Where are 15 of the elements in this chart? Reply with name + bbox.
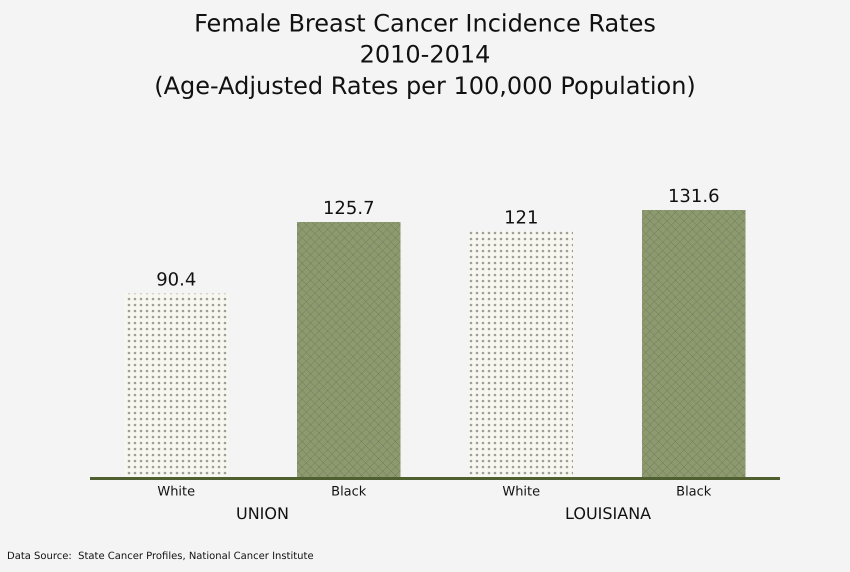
bar — [297, 222, 400, 477]
text: UNION — [236, 504, 289, 523]
x-tick-label: White — [157, 484, 196, 500]
data-label: 90.4 — [156, 270, 196, 291]
x-tick-label: Black — [331, 484, 367, 500]
data-label: 131.6 — [668, 186, 720, 208]
chart-subtitle: 2010-2014 (Age-Adjusted Rates per 100,000 Population) — [154, 40, 696, 100]
data-label: 125.7 — [322, 198, 375, 220]
source-note: Data Source: State Cancer Profiles, National Cancer Institute — [7, 551, 314, 562]
text: LOUISIANA — [565, 504, 652, 523]
chart-title: Female Breast Cancer Incidence Rates — [194, 9, 656, 38]
bar — [642, 210, 746, 477]
data-label: 121 — [504, 208, 538, 229]
x-tick-label: Black — [676, 484, 712, 500]
x-tick-label: White — [502, 484, 540, 500]
